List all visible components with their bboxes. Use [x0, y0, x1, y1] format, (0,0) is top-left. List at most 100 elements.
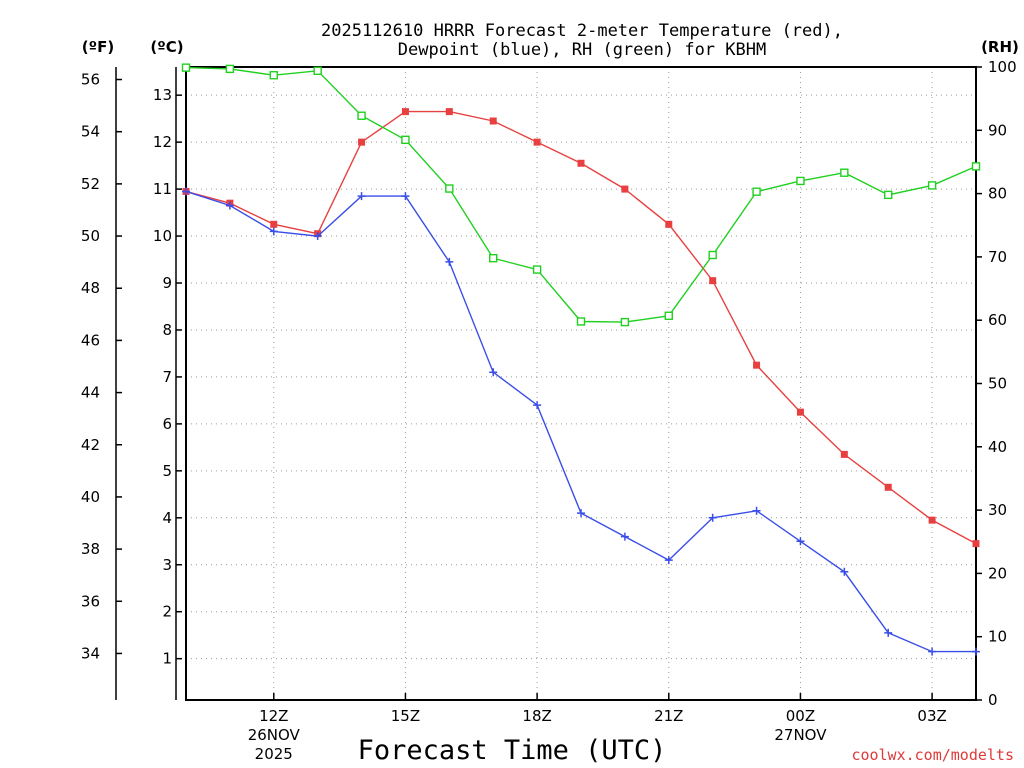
- dewpoint-point-0: [182, 187, 190, 196]
- rh-point-5: [401, 135, 410, 144]
- celsius-tick-label: 3: [162, 556, 172, 574]
- dewpoint-line: [185, 190, 976, 653]
- celsius-tick-label: 7: [162, 368, 172, 386]
- date-tick-label: 27NOV: [774, 726, 827, 744]
- dewpoint-point-3: [313, 232, 322, 241]
- rh-point-11: [664, 311, 673, 320]
- rh-unit-label: (RH): [981, 38, 1019, 56]
- celsius-tick-label: 2: [162, 603, 172, 621]
- axis-tick-labels: 3436384042444648505254561234567891011121…: [81, 58, 1017, 763]
- temperature-point-16: [884, 483, 892, 491]
- celsius-tick-label: 1: [162, 650, 172, 668]
- temperature-point-14: [796, 408, 804, 416]
- dewpoint-point-15: [840, 567, 849, 576]
- rh-tick-label: 50: [988, 375, 1007, 393]
- fahrenheit-unit-label: (ºF): [82, 38, 114, 56]
- rh-tick-label: 100: [988, 58, 1017, 76]
- rh-point-7: [489, 253, 498, 263]
- dewpoint-point-11: [664, 556, 673, 565]
- rh-point-3: [313, 66, 322, 75]
- fahrenheit-tick-label: 48: [81, 279, 100, 297]
- celsius-tick-label: 6: [162, 415, 172, 433]
- dewpoint-point-13: [752, 506, 761, 515]
- rh-tick-label: 70: [988, 248, 1007, 266]
- rh-point-1: [225, 64, 235, 74]
- rh-point-17: [927, 181, 937, 190]
- rh-tick-label: 0: [988, 691, 998, 709]
- hour-tick-label: 18Z: [522, 707, 551, 725]
- rh-point-16: [884, 190, 893, 200]
- dewpoint-point-16: [884, 628, 893, 637]
- rh-tick-label: 60: [988, 311, 1007, 329]
- fahrenheit-tick-label: 40: [81, 488, 100, 506]
- temperature-line: [185, 110, 977, 545]
- rh-point-15: [840, 168, 849, 177]
- celsius-tick-label: 5: [162, 462, 172, 480]
- fahrenheit-tick-label: 50: [81, 227, 100, 245]
- fahrenheit-tick-label: 34: [81, 644, 100, 662]
- rh-point-4: [357, 111, 366, 120]
- dewpoint-point-1: [225, 201, 234, 210]
- fahrenheit-tick-label: 36: [81, 592, 100, 610]
- rh-point-8: [532, 265, 542, 274]
- dewpoint-point-9: [577, 509, 585, 518]
- hour-tick-label: 12Z: [259, 707, 288, 725]
- data-series: [181, 63, 981, 656]
- temperature-point-2: [270, 220, 278, 228]
- temperature-point-12: [709, 277, 717, 285]
- temperature-point-8: [533, 138, 541, 146]
- rh-point-12: [708, 250, 717, 260]
- rh-tick-label: 90: [988, 121, 1007, 139]
- rh-tick-label: 20: [988, 564, 1007, 582]
- celsius-tick-label: 8: [162, 321, 172, 339]
- celsius-tick-label: 11: [153, 180, 172, 198]
- temperature-point-9: [577, 159, 585, 167]
- x-axis-title: Forecast Time (UTC): [358, 735, 667, 766]
- year-tick-label: 2025: [255, 745, 293, 763]
- temperature-point-18: [972, 540, 980, 548]
- dewpoint-point-6: [445, 257, 454, 266]
- dewpoint-point-4: [357, 192, 366, 201]
- temperature-point-5: [401, 108, 409, 116]
- temperature-point-6: [445, 108, 453, 116]
- temperature-point-10: [621, 185, 629, 193]
- hour-tick-label: 03Z: [917, 707, 946, 725]
- rh-point-14: [796, 176, 805, 186]
- celsius-tick-label: 9: [162, 274, 172, 292]
- fahrenheit-tick-label: 52: [81, 175, 100, 193]
- hour-tick-label: 21Z: [654, 707, 683, 725]
- fahrenheit-tick-label: 42: [81, 436, 100, 454]
- temperature-point-7: [489, 117, 497, 125]
- dewpoint-point-8: [533, 401, 542, 410]
- celsius-tick-label: 10: [153, 227, 172, 245]
- fahrenheit-tick-label: 54: [81, 123, 100, 141]
- date-tick-label: 26NOV: [248, 726, 301, 744]
- credit-text: coolwx.com/modelts: [851, 746, 1014, 764]
- temperature-point-11: [665, 220, 673, 228]
- rh-tick-label: 40: [988, 438, 1007, 456]
- fahrenheit-tick-label: 44: [81, 384, 100, 402]
- celsius-tick-label: 12: [153, 133, 172, 151]
- rh-point-10: [620, 317, 630, 327]
- rh-point-2: [269, 71, 278, 80]
- dewpoint-point-5: [401, 192, 410, 201]
- rh-point-0: [181, 63, 191, 72]
- rh-tick-label: 30: [988, 501, 1007, 519]
- celsius-unit-label: (ºC): [150, 38, 183, 56]
- rh-line: [185, 66, 977, 323]
- hour-tick-label: 15Z: [391, 707, 420, 725]
- dewpoint-point-12: [708, 513, 717, 522]
- dewpoint-point-17: [928, 647, 937, 656]
- temperature-point-4: [358, 138, 366, 146]
- dewpoint-point-7: [489, 368, 498, 377]
- rh-point-13: [752, 187, 761, 196]
- temperature-point-17: [928, 516, 936, 524]
- fahrenheit-tick-label: 56: [81, 71, 100, 89]
- rh-point-18: [971, 162, 981, 171]
- axes: [115, 66, 982, 701]
- fahrenheit-tick-label: 38: [81, 540, 100, 558]
- celsius-tick-label: 4: [162, 509, 172, 527]
- rh-point-9: [576, 317, 586, 326]
- fahrenheit-tick-label: 46: [81, 331, 100, 349]
- dewpoint-point-14: [796, 537, 805, 546]
